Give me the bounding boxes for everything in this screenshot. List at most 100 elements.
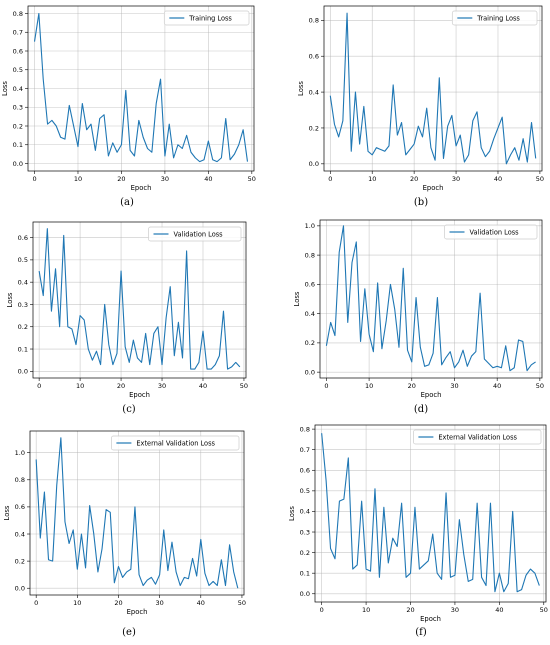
- y-tick-label: 0.6: [309, 53, 319, 61]
- axes-frame: [319, 219, 543, 379]
- y-axis-label: Loss: [297, 81, 305, 96]
- axes-frame: [29, 430, 245, 596]
- x-tick-label: 50: [238, 599, 246, 607]
- y-tick-label: 0.6: [300, 467, 310, 475]
- x-tick-label: 50: [536, 382, 544, 390]
- y-tick-label: 0.3: [300, 528, 310, 536]
- axes-frame: [323, 5, 543, 172]
- y-tick-label: 0.0: [13, 160, 23, 168]
- y-tick-label: 0.0: [15, 585, 25, 593]
- chart-panel-5: 0 10 20 30 40 50 0.0 0.1 0.2 0.3 0.4 0.5 0.6 0.7 0.8 Ep…: [288, 424, 548, 638]
- x-tick-label: 40: [199, 382, 207, 390]
- x-tick-label: 20: [406, 606, 414, 614]
- x-tick-label: 30: [155, 599, 163, 607]
- y-tick-label: 0.4: [300, 508, 310, 516]
- y-tick-label: 0.7: [13, 29, 23, 37]
- panel-label: (d): [414, 404, 428, 415]
- y-axis-label: Loss: [288, 506, 296, 521]
- legend: External Validation Loss: [111, 435, 240, 451]
- x-tick-label: 40: [494, 175, 502, 183]
- x-tick-label: 50: [240, 382, 248, 390]
- x-tick-label: 40: [204, 175, 212, 183]
- y-tick-label: 0.8: [300, 425, 310, 433]
- x-tick-label: 40: [493, 382, 501, 390]
- x-tick-label: 0: [328, 175, 332, 183]
- y-tick-label: 0.2: [305, 339, 315, 347]
- legend: Training Loss: [163, 10, 250, 26]
- x-tick-label: 0: [324, 382, 328, 390]
- y-tick-label: 0.8: [13, 10, 23, 18]
- x-axis-label: Epoch: [420, 615, 441, 623]
- y-tick-label: 0.0: [305, 368, 315, 376]
- y-tick-label: 0.2: [15, 557, 25, 565]
- series-line: [35, 437, 239, 589]
- y-axis-label: Loss: [3, 505, 11, 520]
- series-line: [33, 12, 249, 163]
- x-tick-label: 50: [540, 606, 548, 614]
- y-tick-label: 0.0: [309, 160, 319, 168]
- x-axis-label: Epoch: [131, 184, 152, 192]
- legend-label: Validation Loss: [174, 230, 224, 238]
- y-axis-label: Loss: [293, 291, 301, 306]
- legend: External Validation Loss: [413, 429, 542, 445]
- y-tick-label: 0.4: [309, 88, 319, 96]
- legend-label: External Validation Loss: [136, 439, 215, 447]
- y-tick-label: 0.5: [13, 66, 23, 74]
- y-tick-label: 0.7: [300, 446, 310, 454]
- chart-panel-0: 0 10 20 30 40 50 0.0 0.1 0.2 0.3 0.4 0.5 0.6 0.7 0.8 Ep…: [1, 5, 256, 208]
- x-tick-label: 30: [450, 382, 458, 390]
- series-line: [38, 228, 241, 370]
- y-tick-label: 1.0: [15, 449, 25, 457]
- legend-label: Validation Loss: [470, 228, 520, 236]
- x-tick-label: 10: [73, 599, 81, 607]
- panel-label: (f): [415, 627, 427, 638]
- x-tick-label: 30: [158, 382, 166, 390]
- x-tick-label: 50: [536, 175, 544, 183]
- y-tick-label: 0.8: [305, 251, 315, 259]
- legend-box: [413, 429, 542, 445]
- axes-frame: [314, 424, 547, 603]
- x-tick-label: 20: [117, 382, 125, 390]
- series-line: [329, 12, 537, 165]
- panel-label: (a): [120, 197, 134, 208]
- y-tick-label: 1.0: [305, 222, 315, 230]
- chart-panel-1: 0 10 20 30 40 50 0.0 0.2 0.4 0.6 0.8 Epoch Loss Train…: [297, 5, 544, 208]
- y-tick-label: 0.6: [15, 503, 25, 511]
- chart-panel-2: 0 10 20 30 40 50 0.0 0.1 0.2 0.3 0.4 0.5 0.6 Epoch Los…: [6, 221, 248, 415]
- y-axis-label: Loss: [1, 81, 9, 96]
- chart-panel-3: 0 10 20 30 40 50 0.0 0.2 0.4 0.6 0.8 1.0 Epoch Loss Va…: [293, 219, 544, 415]
- legend-box: [111, 435, 240, 451]
- x-tick-label: 10: [74, 175, 82, 183]
- chart-panel-4: 0 10 20 30 40 50 0.0 0.2 0.4 0.6 0.8 1.0 Epoch Loss Ex…: [3, 430, 246, 638]
- axes-frame: [32, 221, 247, 379]
- y-tick-label: 0.8: [15, 476, 25, 484]
- y-tick-label: 0.0: [300, 590, 310, 598]
- y-tick-label: 0.2: [300, 549, 310, 557]
- x-tick-label: 30: [452, 175, 460, 183]
- x-tick-label: 10: [368, 175, 376, 183]
- series-line: [321, 433, 540, 593]
- x-axis-label: Epoch: [423, 184, 444, 192]
- y-axis-label: Loss: [6, 292, 14, 307]
- y-tick-label: 0.0: [18, 368, 28, 376]
- y-tick-label: 0.3: [18, 301, 28, 309]
- x-tick-label: 0: [32, 175, 36, 183]
- y-tick-label: 0.1: [18, 345, 28, 353]
- legend: Training Loss: [451, 10, 538, 26]
- legend-label: External Validation Loss: [438, 433, 517, 441]
- x-tick-label: 40: [495, 606, 503, 614]
- panel-label: (b): [414, 197, 428, 208]
- y-tick-label: 0.6: [13, 47, 23, 55]
- legend-label: Training Loss: [476, 14, 520, 22]
- y-tick-label: 0.4: [15, 530, 25, 538]
- y-tick-label: 0.2: [13, 122, 23, 130]
- y-tick-label: 0.4: [305, 310, 315, 318]
- legend-label: Training Loss: [188, 14, 232, 22]
- x-tick-label: 0: [37, 382, 41, 390]
- x-axis-label: Epoch: [129, 391, 150, 399]
- y-tick-label: 0.1: [300, 569, 310, 577]
- x-tick-label: 20: [410, 175, 418, 183]
- y-tick-label: 0.6: [305, 281, 315, 289]
- y-tick-label: 0.5: [18, 256, 28, 264]
